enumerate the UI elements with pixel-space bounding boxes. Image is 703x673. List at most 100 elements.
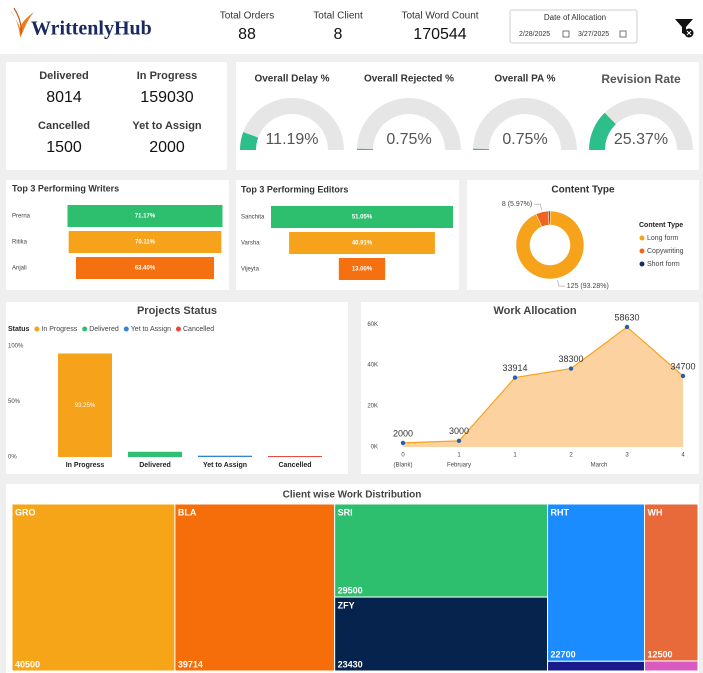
bar (58, 353, 112, 457)
y-tick-label: 50% (8, 399, 21, 405)
y-tick-label: 60K (367, 322, 378, 328)
treemap-tile (174, 503, 336, 672)
funnel-label: Ritika (12, 240, 28, 246)
stat-value: 170544 (413, 26, 466, 43)
legend-label: Cancelled (183, 326, 214, 333)
chart-title: Top 3 Performing Writers (12, 183, 119, 193)
legend-label: Delivered (89, 326, 119, 333)
funnel-value: 63.40% (135, 266, 156, 272)
legend-label: Copywriting (647, 248, 684, 255)
stat-value: 88 (238, 26, 256, 43)
funnel-label: Prerna (12, 214, 31, 220)
chart-title: Work Allocation (493, 305, 576, 317)
x-tick-label: 1 (513, 453, 517, 459)
area-fill (403, 326, 683, 447)
bar (268, 456, 322, 458)
date-end[interactable]: 3/27/2025 (578, 31, 609, 38)
x-tick-label: 2 (569, 453, 573, 459)
gauge-value: 0.75% (386, 131, 431, 148)
gauge-fill (240, 132, 259, 150)
legend-label: Short form (647, 261, 680, 268)
legend-dot (34, 326, 40, 332)
chart-title: Client wise Work Distribution (283, 490, 422, 501)
legend-dot (639, 248, 645, 254)
data-point (624, 324, 630, 330)
tile-value: 12500 (648, 649, 673, 659)
status-card (6, 62, 227, 170)
status-label: Delivered (39, 70, 89, 82)
tile-value: 23430 (338, 659, 363, 669)
bar (198, 455, 252, 457)
tile-label: BLA (178, 507, 197, 517)
leader-line (534, 203, 542, 211)
data-label: 34700 (670, 361, 695, 371)
funnel-bar (338, 258, 386, 280)
bar (128, 451, 182, 457)
data-point (680, 373, 686, 379)
y-tick-label: 40K (367, 363, 378, 369)
treemap-tile (334, 596, 549, 672)
treemap-tile (644, 503, 699, 662)
clear-filter-button[interactable] (675, 19, 694, 38)
funnel-bar (75, 257, 215, 279)
data-point (568, 366, 574, 371)
x-group-label: (Blank) (393, 463, 412, 469)
data-label: 125 (93.28%) (567, 283, 609, 290)
data-label: 2000 (393, 428, 413, 438)
status-value: 159030 (140, 89, 193, 106)
x-group-label: February (447, 463, 471, 469)
leader-line (557, 280, 565, 287)
funnel-bar (67, 205, 223, 227)
funnel-bar (68, 231, 222, 253)
tile-value: 40500 (15, 659, 40, 669)
x-tick-label: Yet to Assign (203, 462, 247, 469)
gauge-track (240, 98, 344, 150)
x-tick-label: 0 (401, 453, 405, 459)
data-point (400, 440, 406, 446)
legend-dot (123, 326, 129, 332)
status-label: Yet to Assign (132, 120, 202, 132)
x-tick-label: 1 (457, 453, 461, 459)
y-tick-label: 20K (367, 404, 378, 410)
calendar-icon[interactable] (619, 30, 627, 38)
date-filter[interactable]: Date of Allocation 2/28/2025 3/27/2025 (509, 9, 638, 44)
calendar-icon[interactable] (562, 30, 570, 38)
legend-label: Yet to Assign (131, 326, 171, 333)
funnel-bar (271, 206, 453, 228)
data-label: 8 (5.97%) (502, 201, 532, 208)
gauge-track (589, 98, 693, 150)
tile-value: 29500 (338, 585, 363, 595)
gauge-value: 11.19% (265, 131, 318, 148)
status-value: 2000 (149, 139, 185, 156)
filter-icon (675, 19, 693, 35)
legend-title: Content Type (639, 222, 683, 229)
chart-title: Top 3 Performing Editors (241, 184, 348, 194)
data-point (456, 438, 462, 444)
date-start[interactable]: 2/28/2025 (519, 31, 550, 38)
x-tick-label: 3 (625, 453, 629, 459)
gauge-value: 0.75% (502, 131, 547, 148)
funnel-bar (289, 232, 435, 254)
x-tick-label: 4 (681, 453, 685, 459)
y-tick-label: 0K (371, 445, 378, 451)
funnel-value: 40.91% (352, 241, 373, 247)
area-line (402, 326, 684, 444)
legend-title: Status (8, 326, 30, 333)
x-tick-label: In Progress (66, 462, 105, 469)
x-tick-label: Delivered (139, 462, 171, 469)
funnel-value: 13.00% (352, 267, 373, 273)
data-label: 93.25% (75, 403, 96, 409)
status-value: 1500 (46, 139, 82, 156)
legend-label: In Progress (41, 326, 77, 333)
chart-title: Projects Status (137, 305, 217, 317)
funnel-label: Anjali (12, 266, 27, 272)
date-box (509, 9, 638, 44)
logo-icon (10, 10, 34, 38)
gauge-title: Overall Delay % (254, 74, 329, 85)
stat-value: 8 (334, 26, 343, 43)
chart-title: Content Type (551, 185, 615, 196)
treemap-tile (547, 660, 646, 672)
status-label: In Progress (137, 70, 198, 82)
tile-value: 22700 (551, 650, 576, 660)
